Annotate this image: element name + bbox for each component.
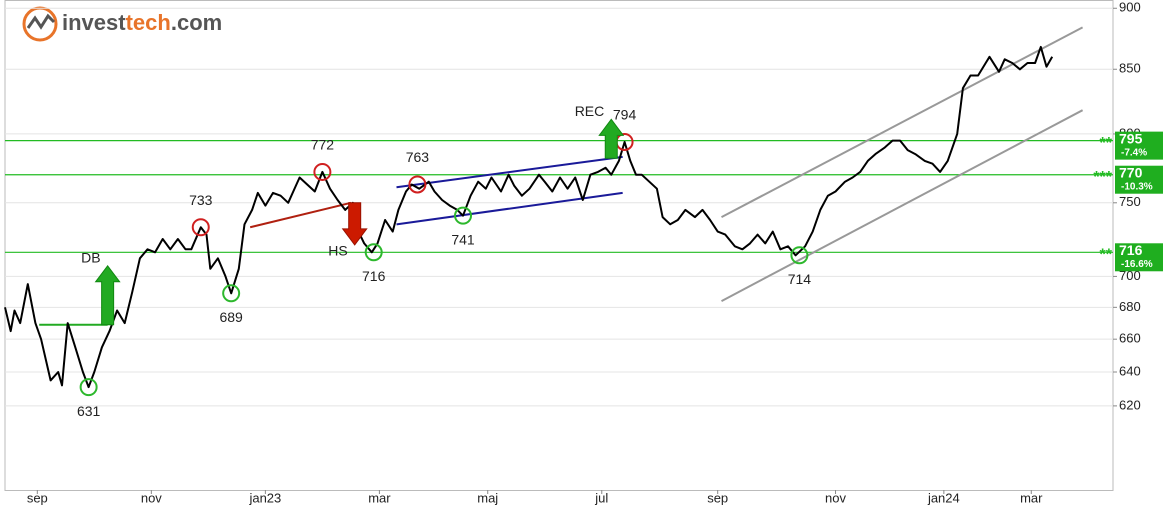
- pivot-circle: [408, 175, 427, 194]
- y-tick-label: 850: [1119, 61, 1141, 76]
- trend-line: [721, 109, 1084, 302]
- y-tick-label: 620: [1119, 397, 1141, 412]
- logo-icon-line: [26, 13, 56, 30]
- level-value: 795: [1119, 130, 1143, 146]
- pivot-label: 689: [219, 309, 243, 325]
- pivot-circle: [364, 243, 383, 262]
- pivot-label: 716: [362, 268, 386, 284]
- trend-line: [721, 26, 1084, 218]
- signal-label: REC: [575, 103, 605, 119]
- x-tick-label: sep: [707, 490, 728, 505]
- trend-line: [249, 201, 352, 229]
- x-tick-label: mar: [1020, 490, 1043, 505]
- level-change: -16.6%: [1121, 259, 1153, 270]
- price-line: [4, 45, 1054, 389]
- pivot-label: 733: [189, 192, 213, 208]
- logo-part: invest: [62, 10, 126, 35]
- pivot-label: 631: [77, 403, 101, 419]
- signal-label: DB: [81, 249, 100, 265]
- y-tick-label: 680: [1119, 299, 1141, 314]
- pivot-circle: [454, 206, 473, 225]
- x-tick-label: mar: [368, 490, 391, 505]
- pivot-circle: [790, 246, 809, 265]
- level-change: -10.3%: [1121, 181, 1153, 192]
- trend-line: [396, 155, 623, 189]
- signal-arrow: [341, 202, 368, 246]
- pivot-circle: [222, 284, 241, 303]
- pivot-label: 741: [451, 231, 475, 247]
- plot-frame: [4, 0, 1114, 491]
- y-tick-label: 700: [1119, 268, 1141, 283]
- level-change: -7.4%: [1121, 147, 1147, 158]
- pivot-circle: [191, 218, 210, 237]
- pivot-circle: [79, 378, 98, 397]
- x-tick-label: maj: [477, 490, 498, 505]
- signal-label: HS: [328, 243, 347, 259]
- level-value: 716: [1119, 242, 1143, 258]
- logo: investtech.com: [22, 6, 222, 42]
- pivot-label: 772: [311, 137, 335, 153]
- logo-part: .com: [171, 10, 222, 35]
- y-tick-label: 900: [1119, 0, 1141, 15]
- x-tick-label: nov: [825, 490, 846, 505]
- x-tick-label: jan23: [248, 490, 281, 505]
- level-box: [1115, 131, 1163, 160]
- level-box: [1115, 243, 1163, 272]
- x-tick-label: jan24: [927, 490, 960, 505]
- y-tick-label: 750: [1119, 194, 1141, 209]
- pivot-label: 714: [788, 271, 812, 287]
- level-stars: **: [1100, 247, 1113, 264]
- level-stars: **: [1100, 135, 1113, 152]
- pivot-circle: [313, 162, 332, 181]
- y-tick-label: 660: [1119, 331, 1141, 346]
- level-stars: ***: [1093, 169, 1112, 186]
- x-tick-label: sep: [27, 490, 48, 505]
- logo-text: investtech.com: [62, 10, 222, 35]
- x-tick-label: jul: [594, 490, 608, 505]
- signal-arrow: [94, 264, 121, 326]
- pivot-label: 794: [613, 107, 637, 123]
- x-tick-label: nov: [141, 490, 162, 505]
- y-tick-label: 640: [1119, 363, 1141, 378]
- trend-line: [396, 191, 623, 226]
- level-value: 770: [1119, 164, 1143, 180]
- level-box: [1115, 165, 1163, 194]
- logo-part: tech: [126, 10, 171, 35]
- pivot-label: 763: [406, 149, 430, 165]
- signal-arrow: [598, 118, 625, 159]
